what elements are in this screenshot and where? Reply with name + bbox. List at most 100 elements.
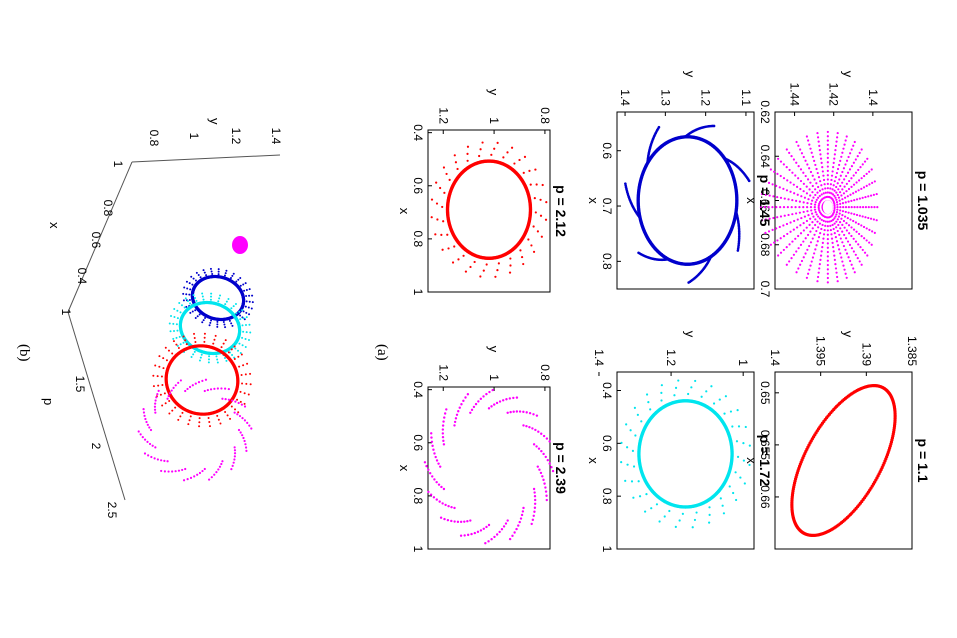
data-point: [534, 428, 537, 432]
data-point: [792, 183, 795, 186]
data-point: [441, 424, 445, 427]
data-point: [152, 385, 155, 388]
data-point: [451, 261, 455, 264]
data-point: [795, 199, 798, 202]
y-tick-label: 0.8: [538, 107, 552, 124]
data-point: [457, 410, 460, 413]
data-point: [718, 398, 721, 401]
data-point: [843, 143, 846, 146]
data-point: [177, 469, 181, 472]
data-point: [797, 177, 800, 180]
data-point: [511, 534, 514, 538]
data-point: [854, 253, 857, 256]
data-point: [869, 194, 873, 197]
data-point: [728, 485, 731, 488]
data-point: [794, 206, 797, 209]
data-point: [673, 394, 676, 397]
data-point: [231, 464, 234, 467]
x-tick-label: 0.6: [89, 232, 103, 249]
data-point: [814, 223, 817, 227]
data-point: [845, 159, 849, 162]
data-point: [660, 399, 663, 402]
data-point: [795, 271, 798, 274]
data-point: [195, 271, 198, 274]
data-point: [773, 170, 776, 173]
data-point: [233, 458, 236, 461]
data-point: [826, 143, 829, 147]
data-point: [806, 178, 810, 181]
data-point: [802, 210, 805, 214]
data-point: [179, 415, 182, 418]
data-point: [850, 199, 853, 202]
data-point: [490, 153, 493, 156]
panel-b-label: (b): [16, 344, 32, 362]
data-point: [853, 140, 856, 144]
subplot-title: p = 1.035: [915, 171, 931, 231]
data-point: [824, 224, 827, 227]
data-point: [495, 533, 499, 536]
data-point: [198, 471, 202, 475]
data-point: [198, 417, 201, 420]
data-point: [158, 355, 161, 358]
data-point: [219, 422, 222, 425]
data-point: [663, 515, 666, 518]
data-point: [850, 206, 853, 209]
data-point: [247, 306, 250, 309]
data-point: [817, 236, 821, 239]
data-point: [488, 390, 491, 394]
data-point: [779, 174, 782, 178]
data-point: [826, 178, 829, 181]
data-point: [203, 340, 206, 343]
data-point: [208, 355, 211, 358]
data-point: [857, 232, 861, 236]
data-point: [818, 263, 821, 266]
data-point: [637, 480, 640, 483]
data-point: [852, 183, 856, 186]
data-point: [216, 358, 219, 361]
data-point: [194, 382, 197, 385]
data-point: [777, 157, 780, 160]
data-point: [502, 525, 506, 528]
data-point: [845, 222, 848, 225]
data-point: [170, 314, 173, 317]
data-point: [248, 300, 251, 303]
data-point: [527, 238, 530, 241]
data-point: [213, 387, 216, 390]
data-point: [816, 220, 819, 223]
data-point: [504, 522, 508, 525]
data-point: [201, 295, 204, 298]
data-point: [205, 274, 208, 277]
data-point: [440, 233, 443, 236]
data-point: [649, 408, 652, 411]
p-axis-line: [67, 311, 126, 501]
data-point: [187, 423, 190, 426]
data-point: [841, 181, 844, 184]
data-point: [199, 356, 202, 359]
p-tick-label: 2: [89, 443, 103, 450]
data-point: [154, 399, 157, 402]
data-point: [191, 384, 194, 387]
data-point: [220, 346, 223, 349]
data-point: [244, 443, 247, 446]
data-point: [243, 439, 246, 443]
x-tick-label: 0.6: [600, 142, 614, 159]
data-point: [443, 191, 446, 194]
data-point: [620, 461, 623, 464]
data-point: [436, 218, 439, 221]
data-point: [822, 174, 825, 177]
x-tick-label: 0.64: [758, 145, 772, 169]
data-point: [660, 391, 663, 395]
data-point: [782, 187, 785, 190]
data-point: [779, 215, 783, 218]
data-point: [636, 413, 639, 416]
data-point: [838, 221, 842, 224]
data-point: [437, 462, 440, 465]
data-point: [844, 174, 848, 178]
data-point: [850, 263, 853, 266]
data-point: [839, 237, 842, 240]
data-point: [804, 159, 807, 162]
data-point: [791, 213, 794, 216]
data-point: [836, 229, 839, 233]
data-point: [847, 256, 850, 259]
data-point: [834, 144, 838, 147]
